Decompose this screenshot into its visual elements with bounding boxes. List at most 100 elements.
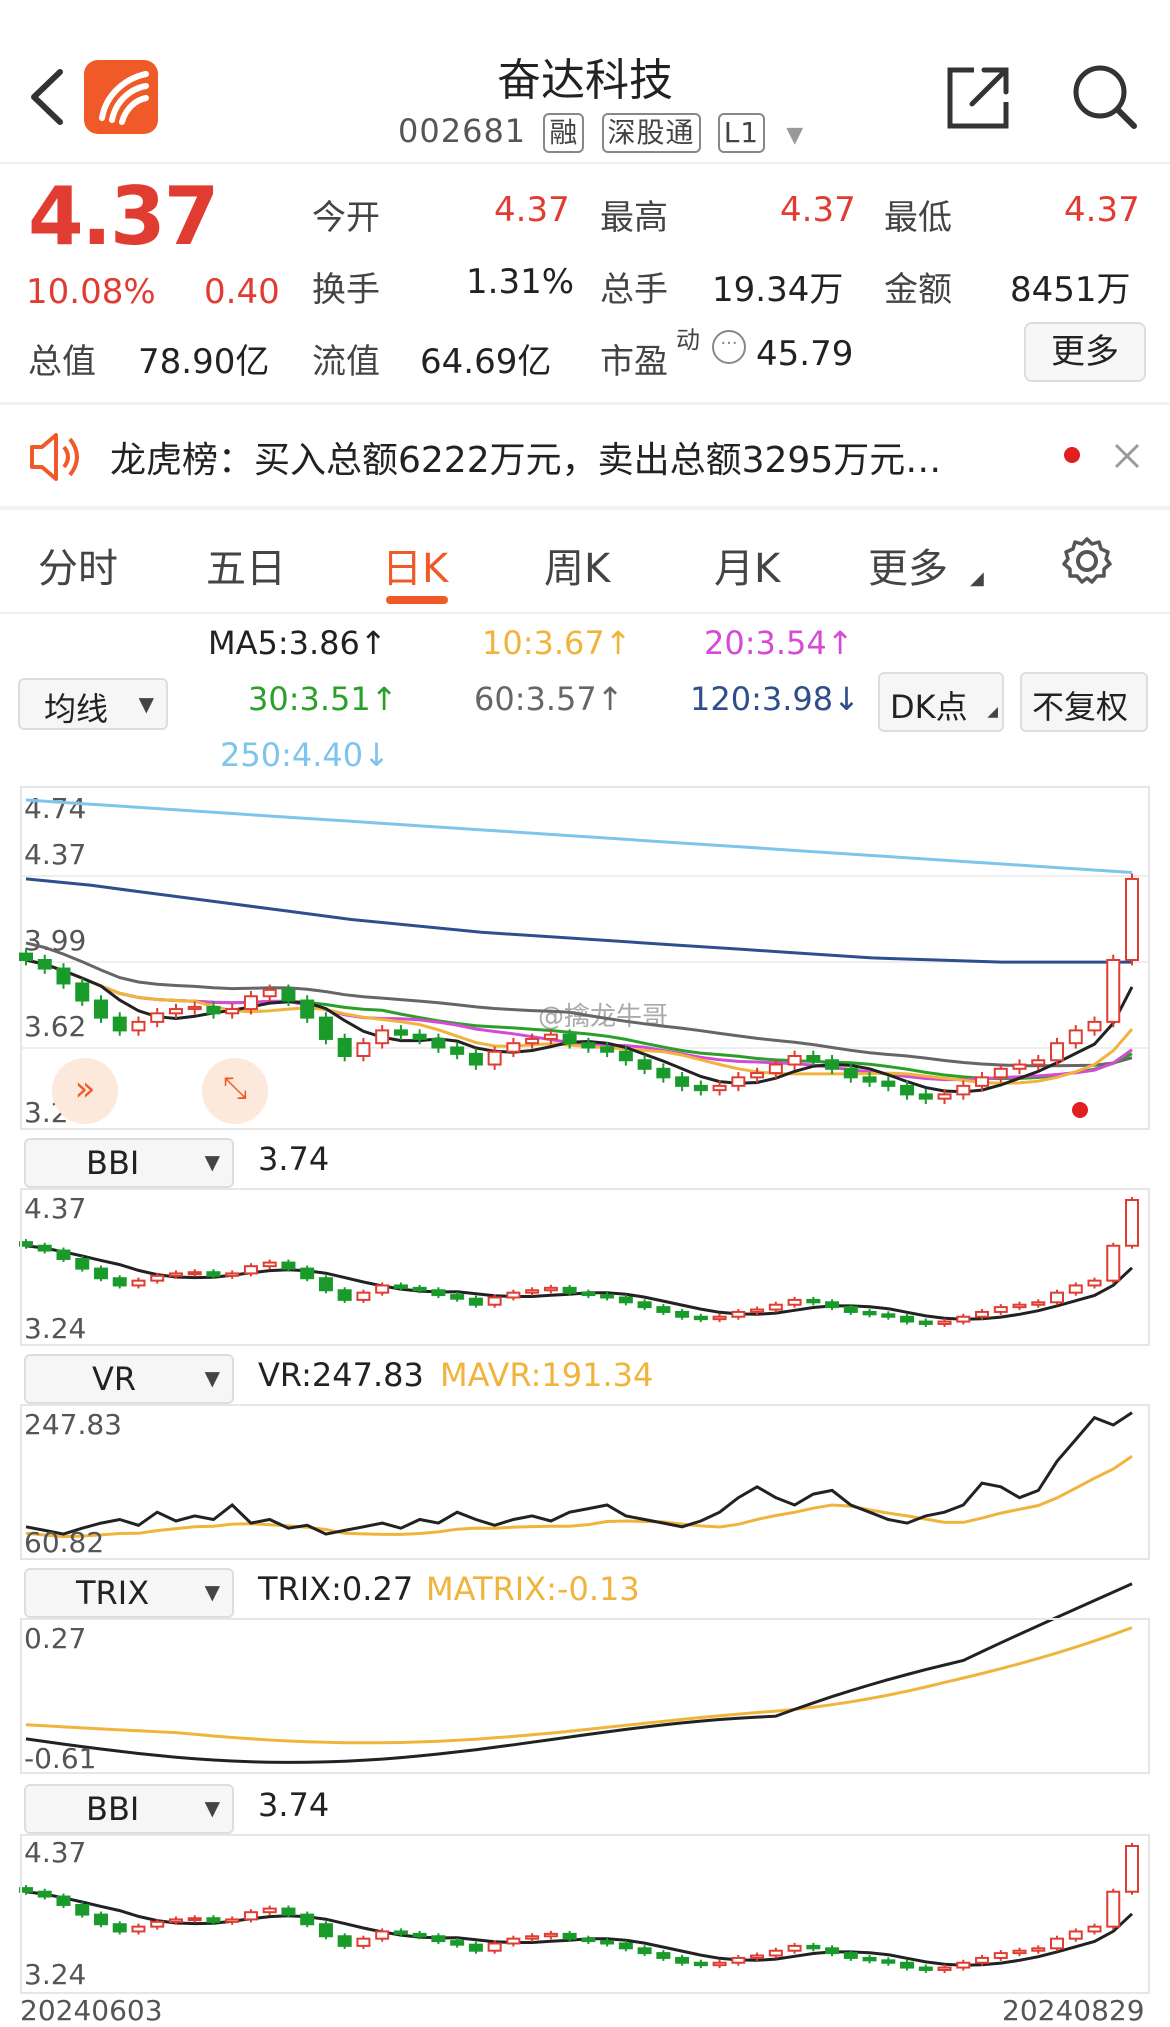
candle-body-ind4 [37,1890,52,1898]
arrow-down-icon: ↓ [833,680,860,718]
indicator2-panel[interactable] [20,1404,1150,1560]
candle-body [243,995,258,1011]
indicator1-selector[interactable]: BBI ▼ [24,1138,234,1188]
candle-body [900,1084,915,1096]
candle-body [487,1050,502,1066]
amount-value: 8451万 [1010,270,1131,310]
dk-button[interactable]: DK点 ◢ [878,672,1004,732]
candle-body-ind1 [975,1310,990,1318]
close-icon[interactable] [1112,441,1142,471]
y-label-2: 4.37 [24,838,87,871]
arrow-down-icon: ↓ [363,736,390,774]
ma-selector[interactable]: 均线 ▼ [18,678,168,730]
ma5-line [25,958,1134,1094]
candle-body-ind4 [525,1935,540,1940]
candle-body-ind4 [768,1949,783,1957]
info-icon[interactable]: ··· [712,330,746,364]
tab-five-day[interactable]: 五日 [206,546,286,592]
candle-body-ind4 [1125,1845,1139,1893]
candle-body-ind1 [675,1310,690,1318]
indicator3-selector[interactable]: TRIX ▼ [24,1568,234,1618]
search-button[interactable] [1070,62,1140,132]
candle-body-ind1 [356,1291,371,1301]
share-button[interactable] [944,62,1014,132]
indicator1-value: 3.74 [258,1140,330,1178]
low-label: 最低 [884,198,952,238]
candle-body-ind4 [487,1942,502,1952]
tag-level: L1 [717,113,766,153]
indicator2-selector[interactable]: VR ▼ [24,1354,234,1404]
candle-body-ind4 [750,1954,765,1959]
adjust-button[interactable]: 不复权 [1020,672,1148,732]
candle-body-ind1 [187,1271,202,1276]
corner-caret-icon: ◢ [987,704,998,720]
tab-monthly-k[interactable]: 月K [714,546,781,592]
mavr-line [25,1454,1133,1539]
candle-body-ind4 [618,1942,633,1950]
candle-body-ind4 [581,1937,596,1943]
tab-daily-k[interactable]: 日K [382,546,449,592]
candle-body [693,1084,708,1092]
candle-body-ind1 [1012,1303,1027,1309]
ma30-line [25,958,1133,1081]
active-tab-indicator [386,596,448,604]
current-price: 4.37 [28,170,219,263]
ma250-line [25,798,1133,874]
candle-body-ind4 [600,1940,615,1945]
indicator1-panel[interactable] [20,1188,1150,1346]
more-quote-button[interactable]: 更多 [1024,322,1146,382]
ma250-value: 250:4.40↓ [220,736,390,774]
high-value: 4.37 [780,190,856,230]
candle-body [300,999,315,1019]
candle-body-ind1 [318,1277,333,1292]
candle-body-ind4 [337,1935,352,1947]
candle-body-ind4 [543,1932,558,1938]
candle-body-ind1 [281,1261,296,1270]
bbi-line [25,1244,1134,1321]
candle-body [581,1042,596,1049]
tab-weekly-k[interactable]: 周K [544,546,611,592]
stock-code: 002681 [398,112,527,150]
candle-body-ind4 [787,1944,802,1952]
candle-body [1125,877,1139,962]
arrow-up-icon: ↑ [370,680,398,718]
mcap-label: 总值 [28,342,96,382]
mcap-value: 78.90亿 [138,342,270,382]
candle-body-ind1 [543,1286,558,1292]
candle-body [412,1033,427,1040]
chevron-down-icon[interactable]: ▼ [786,123,805,148]
candle-body-ind1 [506,1291,521,1299]
gear-icon[interactable] [1062,536,1112,586]
candle-body-ind1 [806,1298,821,1304]
change-pct: 10.08% [26,272,156,312]
tab-intraday[interactable]: 分时 [38,546,118,592]
candle-body-ind1 [243,1265,258,1275]
unread-dot [1064,447,1080,463]
candle-body-ind4 [1068,1930,1083,1940]
fullscreen-button[interactable]: ⤡ [202,1058,268,1124]
ma120-line [25,877,1132,964]
back-button[interactable] [22,62,72,132]
indicator3-panel[interactable] [20,1618,1150,1774]
vr-line [25,1411,1133,1536]
indicator2-value2: MAVR:191.34 [440,1356,654,1394]
candle-body [825,1059,840,1070]
candle-body-ind1 [993,1306,1008,1313]
expand-button[interactable]: » [52,1058,118,1124]
candle-body [37,959,52,970]
candle-body-ind4 [375,1930,390,1940]
notice-bar[interactable]: 龙虎榜：买入总额6222万元，卖出总额3295万元… [0,405,1170,505]
pe-superscript: 动 [676,326,700,354]
ma30-value: 30:3.51↑ [248,680,398,718]
candle-body-ind4 [881,1959,896,1964]
indicator4-selector[interactable]: BBI ▼ [24,1784,234,1834]
candle-body [618,1050,633,1062]
indicator4-panel[interactable] [20,1834,1150,1994]
candle-body-ind4 [825,1947,840,1955]
candle-body-ind4 [1012,1949,1027,1955]
float-value: 64.69亿 [420,342,552,382]
tag-connect: 深股通 [601,113,701,153]
ind4-y-bottom: 3.24 [24,1958,87,1991]
tab-more[interactable]: 更多 [868,546,948,592]
